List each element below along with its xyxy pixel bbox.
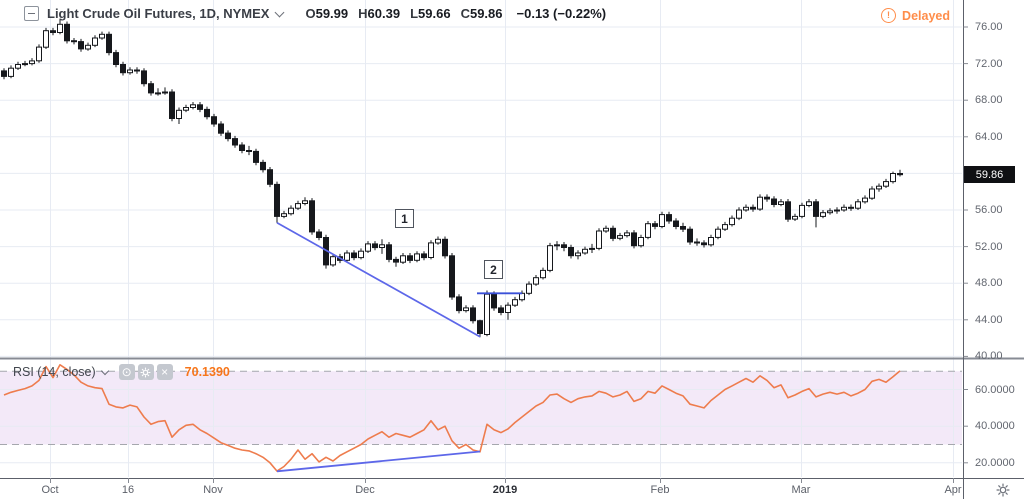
close-value: 59.86 xyxy=(469,6,503,21)
chevron-down-icon[interactable] xyxy=(100,366,109,376)
axis-time-label: Apr xyxy=(944,484,962,496)
open-value: 59.99 xyxy=(315,6,349,21)
open-label: O xyxy=(305,6,316,21)
axis-time-label: Oct xyxy=(41,484,59,496)
last-price-badge: 59.86 xyxy=(964,166,1015,183)
axis-time-label: 2019 xyxy=(492,484,518,496)
pane-separator[interactable] xyxy=(0,357,1024,360)
axis-time-label: 16 xyxy=(121,484,135,496)
axis-price-label: 64.00 xyxy=(975,130,1003,143)
ohlc-values: O59.99 H60.39 L59.66 C59.86 xyxy=(305,6,512,21)
axis-price-label: 68.00 xyxy=(975,94,1003,107)
wave-label-1[interactable]: 1 xyxy=(395,209,414,228)
gear-icon[interactable] xyxy=(137,364,154,380)
axis-price-label: 76.00 xyxy=(975,21,1003,33)
axis-price-label: 20.0000 xyxy=(975,456,1015,469)
chevron-down-icon[interactable] xyxy=(275,7,285,17)
close-icon[interactable]: × xyxy=(156,364,173,380)
rsi-line[interactable] xyxy=(3,364,901,472)
symbol-legend: Light Crude Oil Futures, 1D, NYMEX O59.9… xyxy=(24,6,606,21)
axis-price-label: 40.00 xyxy=(975,350,1003,363)
high-value: 60.39 xyxy=(367,6,401,21)
axis-price-label: 44.00 xyxy=(975,313,1003,326)
alert-circle-icon: ! xyxy=(881,8,897,23)
rsi-legend-buttons: ⊙ × xyxy=(118,364,176,380)
delayed-label: Delayed xyxy=(902,8,950,23)
axis-price-label: 48.00 xyxy=(975,277,1003,290)
axis-price-label: 60.0000 xyxy=(975,383,1015,396)
delayed-data-badge[interactable]: ! Delayed xyxy=(881,8,950,23)
price-trendline[interactable] xyxy=(276,222,481,338)
price-change: −0.13 (−0.22%) xyxy=(516,6,607,21)
eye-icon[interactable]: ⊙ xyxy=(118,364,135,380)
rsi-trendline[interactable] xyxy=(276,450,481,473)
axis-time-label: Nov xyxy=(203,484,223,496)
gear-icon[interactable] xyxy=(996,483,1010,497)
low-value: 59.66 xyxy=(418,6,451,21)
wave-label-2[interactable]: 2 xyxy=(484,260,503,279)
axis-price-label: 40.0000 xyxy=(975,420,1015,433)
axis-price-label: 52.00 xyxy=(975,240,1003,253)
axis-time-label: Dec xyxy=(355,484,375,496)
symbol-title[interactable]: Light Crude Oil Futures, 1D, NYMEX xyxy=(47,6,270,21)
rsi-legend-title[interactable]: RSI (14, close) xyxy=(13,365,96,379)
rsi-band xyxy=(0,371,962,445)
rsi-current-value: 70.1390 xyxy=(184,365,230,379)
axis-time-label: Feb xyxy=(650,484,670,496)
axis-price-label: 56.00 xyxy=(975,204,1003,216)
axis-time-label: Mar xyxy=(791,484,811,496)
high-label: H xyxy=(358,6,368,21)
axis-price-label: 72.00 xyxy=(975,57,1003,70)
minus-square-icon[interactable] xyxy=(24,6,39,21)
low-label: L xyxy=(410,6,419,21)
rsi-indicator-legend: RSI (14, close) ⊙ × 70.1390 xyxy=(13,364,230,380)
close-label: C xyxy=(460,6,470,21)
